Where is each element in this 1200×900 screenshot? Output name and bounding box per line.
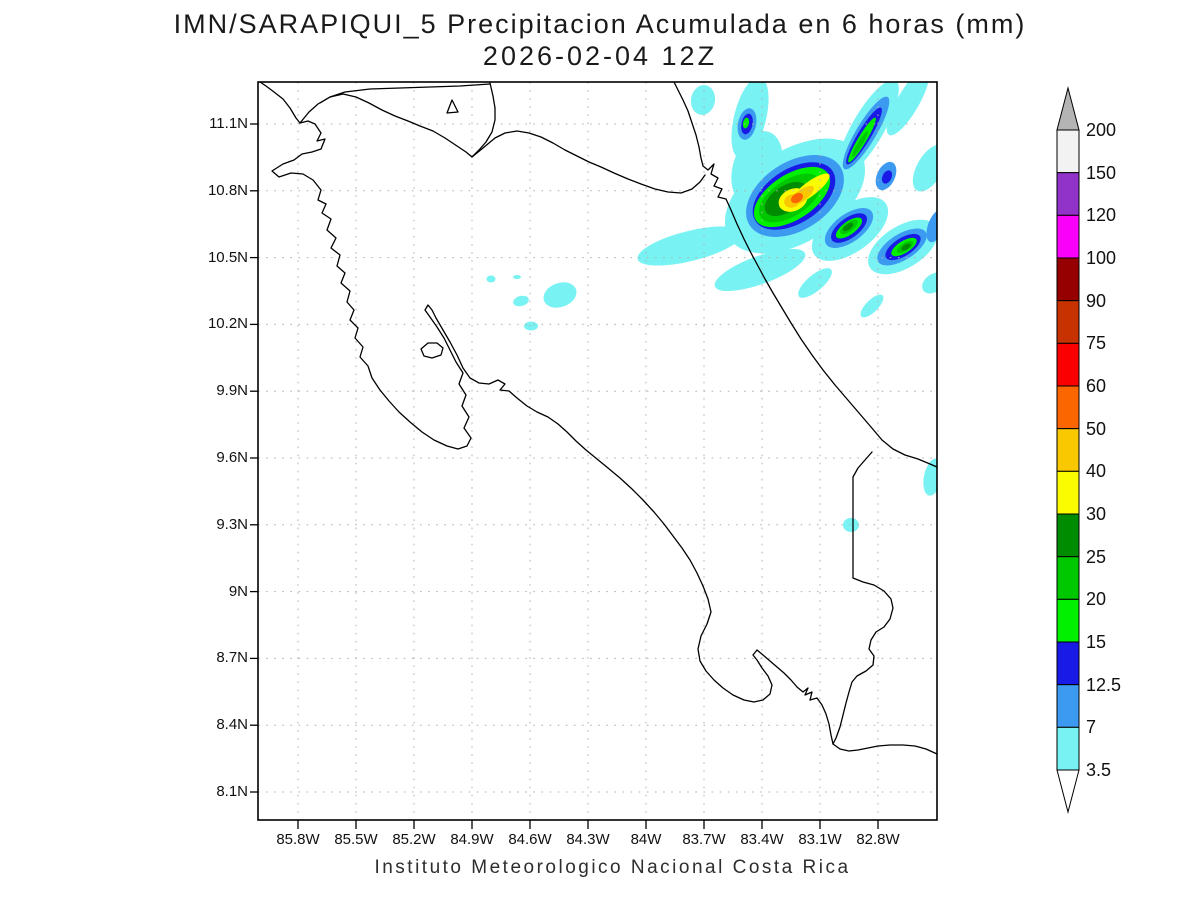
lon-tick-label: 84W [630, 831, 662, 848]
lon-tick-label: 83.7W [682, 831, 726, 848]
colorbar-swatch [1056, 342, 1080, 387]
colorbar-swatch [1056, 129, 1080, 174]
colorbar-swatch [1056, 470, 1080, 515]
lon-tick-label: 84.3W [566, 831, 610, 848]
colorbar-swatch [1056, 385, 1080, 430]
colorbar-swatch [1056, 513, 1080, 558]
colorbar-level-label: 20 [1086, 589, 1107, 610]
colorbar-arrow-top [1056, 86, 1080, 131]
axis-ticks [250, 123, 879, 829]
colorbar-swatch [1056, 172, 1080, 216]
lat-tick-label: 11.1N [209, 115, 248, 132]
border-nicaragua-lake-shore [299, 82, 496, 158]
colorbar-swatch [1056, 641, 1080, 686]
lon-tick-label: 85.5W [334, 831, 378, 848]
lat-tick-label: 8.4N [216, 716, 248, 734]
colorbar-level-label: 75 [1086, 333, 1107, 354]
colorbar-swatch [1056, 598, 1080, 643]
colorbar-level-label: 40 [1086, 461, 1107, 482]
colorbar-arrow-bottom [1056, 769, 1080, 814]
lat-tick-label: 10.5N [207, 248, 248, 266]
colorbar-level-label: 12.5 [1086, 674, 1122, 695]
colorbar-swatch [1056, 556, 1080, 600]
colorbar-swatch [1056, 726, 1080, 771]
colorbar-level-label: 100 [1086, 248, 1117, 268]
colorbar-level-label: 200 [1086, 120, 1117, 140]
colorbar [1056, 86, 1080, 814]
colorbar-level-label: 150 [1086, 162, 1117, 183]
lon-tick-label: 82.8W [856, 831, 900, 848]
lat-tick-label: 10.8N [207, 181, 248, 199]
precipitation-shading [486, 82, 937, 532]
lat-tick-label: 9.6N [216, 449, 248, 466]
colorbar-level-label: 30 [1086, 504, 1107, 524]
colorbar-level-label: 25 [1086, 546, 1107, 567]
colorbar-level-label: 15 [1086, 632, 1107, 652]
map-frame [257, 81, 938, 821]
lon-tick-label: 84.6W [508, 831, 552, 848]
colorbar-level-label: 3.5 [1086, 760, 1112, 780]
border-san-juan-river [471, 130, 706, 194]
lon-tick-label: 83.1W [798, 831, 842, 848]
colorbar-swatch [1056, 257, 1080, 302]
lake-island [446, 99, 459, 114]
colorbar-swatch [1056, 300, 1080, 344]
border-panama [832, 451, 894, 745]
lat-tick-label: 8.7N [216, 649, 248, 667]
footer-text: Instituto Meteorologico Nacional Costa R… [374, 857, 851, 878]
colorbar-level-label: 90 [1086, 290, 1107, 311]
colorbar-swatch [1056, 428, 1080, 472]
chart-title: IMN/SARAPIQUI_5 Precipitacion Acumulada … [173, 9, 1027, 39]
chira-island [420, 342, 444, 359]
colorbar-swatch [1056, 684, 1080, 728]
lat-tick-label: 9.3N [216, 515, 248, 533]
coastline-caribbean [673, 82, 937, 468]
lat-tick-label: 9N [228, 582, 248, 600]
colorbar-level-label: 7 [1086, 717, 1097, 738]
coastline-group [259, 82, 937, 755]
colorbar-level-label: 120 [1086, 205, 1117, 226]
lat-tick-label: 10.2N [207, 315, 248, 333]
lat-tick-label: 9.9N [216, 382, 248, 400]
colorbar-swatch [1056, 214, 1080, 259]
colorbar-level-label: 50 [1086, 418, 1107, 439]
lon-tick-label: 85.2W [392, 831, 436, 848]
lake-nicaragua-north-shore [319, 83, 491, 104]
lon-tick-label: 85.8W [276, 831, 320, 848]
chart-subtitle: 2026-02-04 12Z [482, 41, 718, 71]
graticule-gridlines [258, 82, 937, 820]
coastline-pacific [259, 82, 937, 755]
lon-tick-label: 83.4W [740, 831, 784, 848]
lat-tick-label: 8.1N [216, 783, 248, 800]
colorbar-level-label: 60 [1086, 376, 1107, 396]
lon-tick-label: 84.9W [450, 831, 494, 848]
